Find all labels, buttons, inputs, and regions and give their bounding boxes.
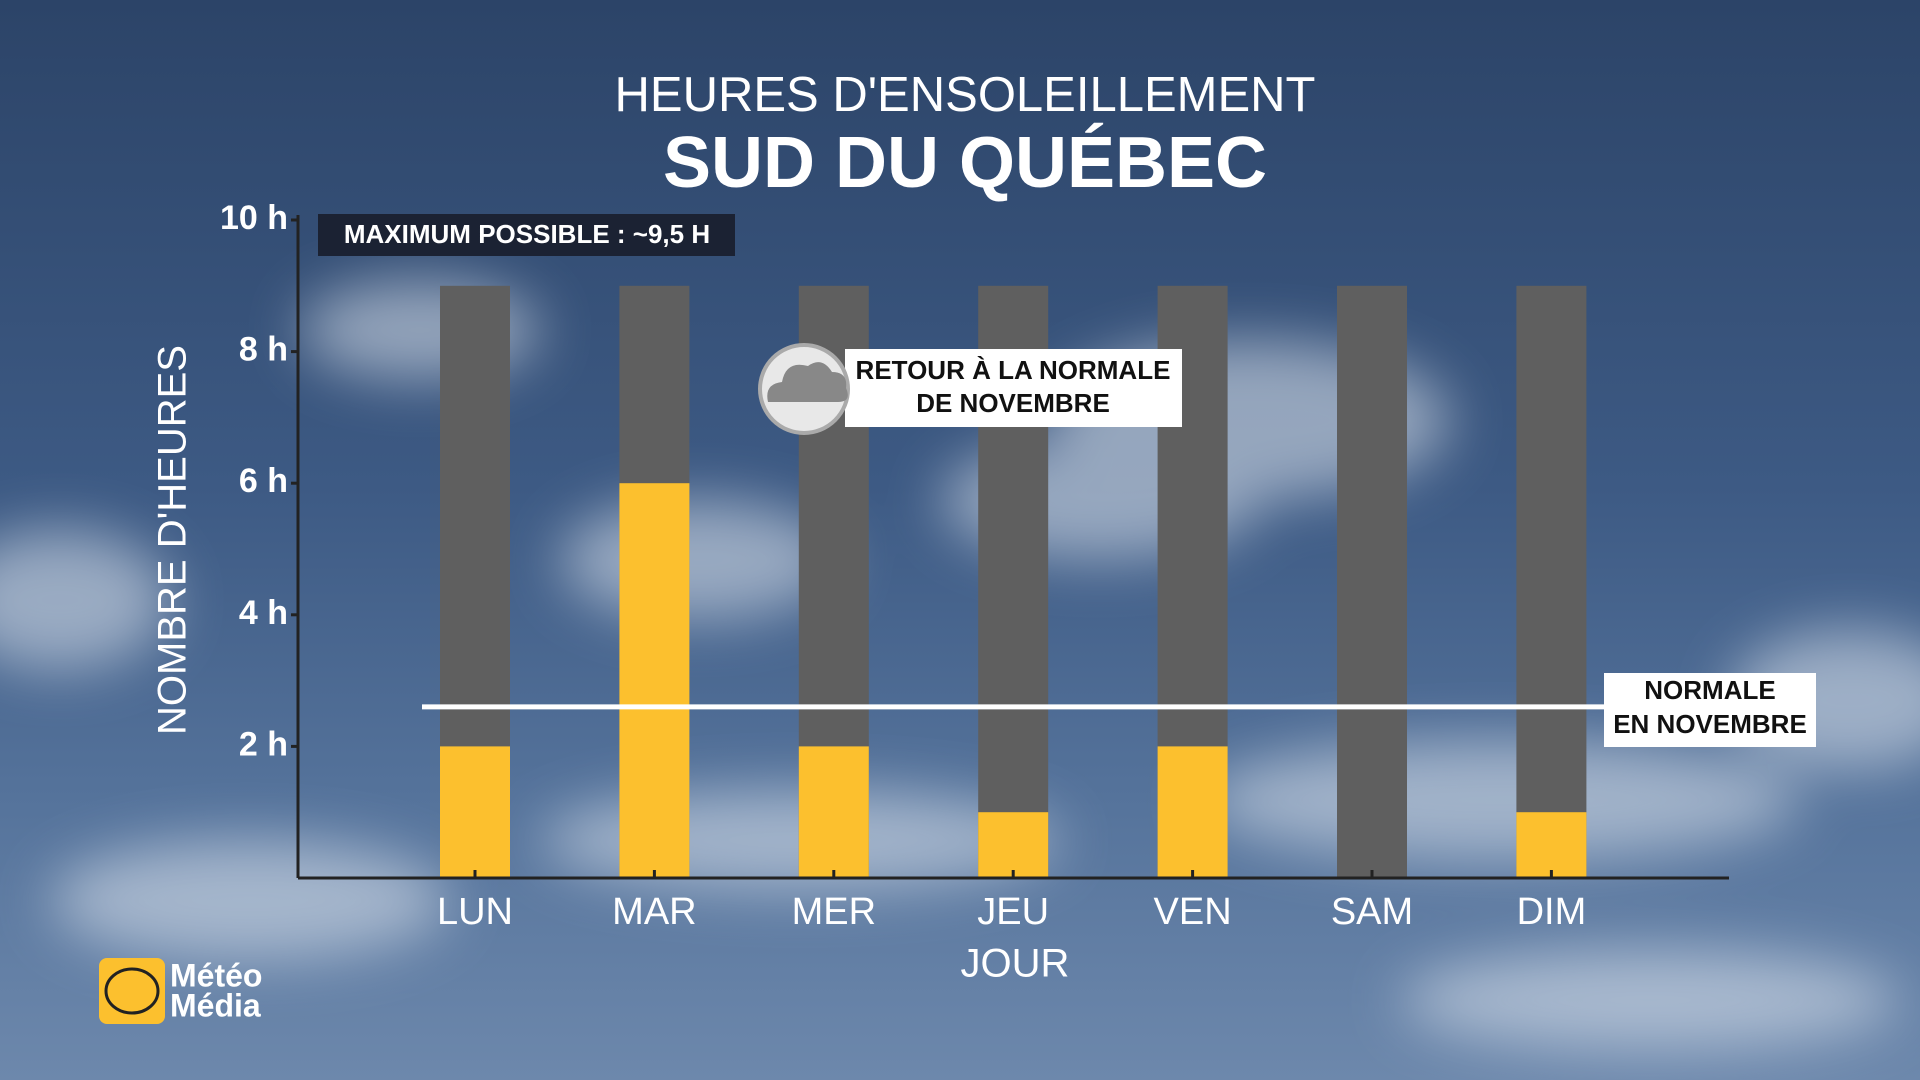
cloud-icon	[767, 362, 848, 402]
y-tick-label: 6 h	[239, 462, 288, 500]
bar	[1157, 746, 1228, 878]
chart-subtitle: SUD DU QUÉBEC	[663, 123, 1267, 203]
y-tick-label: 10 h	[220, 199, 288, 237]
max-bar	[1516, 285, 1587, 878]
bar	[798, 746, 869, 878]
logo: Météo Média	[99, 957, 262, 1024]
logo-text: Météo	[170, 957, 262, 993]
normal-label: EN NOVEMBRE	[1613, 709, 1807, 739]
y-tick-label: 2 h	[239, 725, 288, 763]
normal-label: NORMALE	[1644, 675, 1775, 705]
max-possible-annotation: MAXIMUM POSSIBLE : ~9,5 H	[344, 219, 710, 249]
normal-label-box	[1604, 673, 1816, 747]
x-tick-label: MER	[792, 891, 876, 933]
bar	[978, 812, 1049, 878]
x-axis-label: JOUR	[961, 942, 1070, 986]
annotation-text: DE NOVEMBRE	[916, 388, 1110, 418]
y-axis-label: NOMBRE D'HEURES	[151, 345, 195, 735]
max-label-box	[318, 214, 735, 256]
x-tick-label: VEN	[1154, 891, 1232, 933]
logo-text: Média	[170, 987, 261, 1023]
x-tick-label: SAM	[1331, 891, 1413, 933]
max-bar	[1337, 285, 1407, 878]
bar	[440, 746, 510, 878]
x-tick-label: JEU	[977, 891, 1049, 933]
x-tick-label: DIM	[1517, 891, 1587, 933]
annotation-text: RETOUR À LA NORMALE	[856, 355, 1171, 385]
x-tick-label: MAR	[612, 891, 696, 933]
x-tick-label: LUN	[437, 891, 513, 933]
bar	[619, 483, 690, 878]
y-tick-label: 4 h	[239, 594, 288, 632]
y-tick-label: 8 h	[239, 331, 288, 369]
logo-globe	[104, 967, 160, 1015]
annotation-box	[845, 349, 1182, 427]
bar	[1516, 812, 1587, 878]
chart-title: HEURES D'ENSOLEILLEMENT	[615, 68, 1316, 122]
